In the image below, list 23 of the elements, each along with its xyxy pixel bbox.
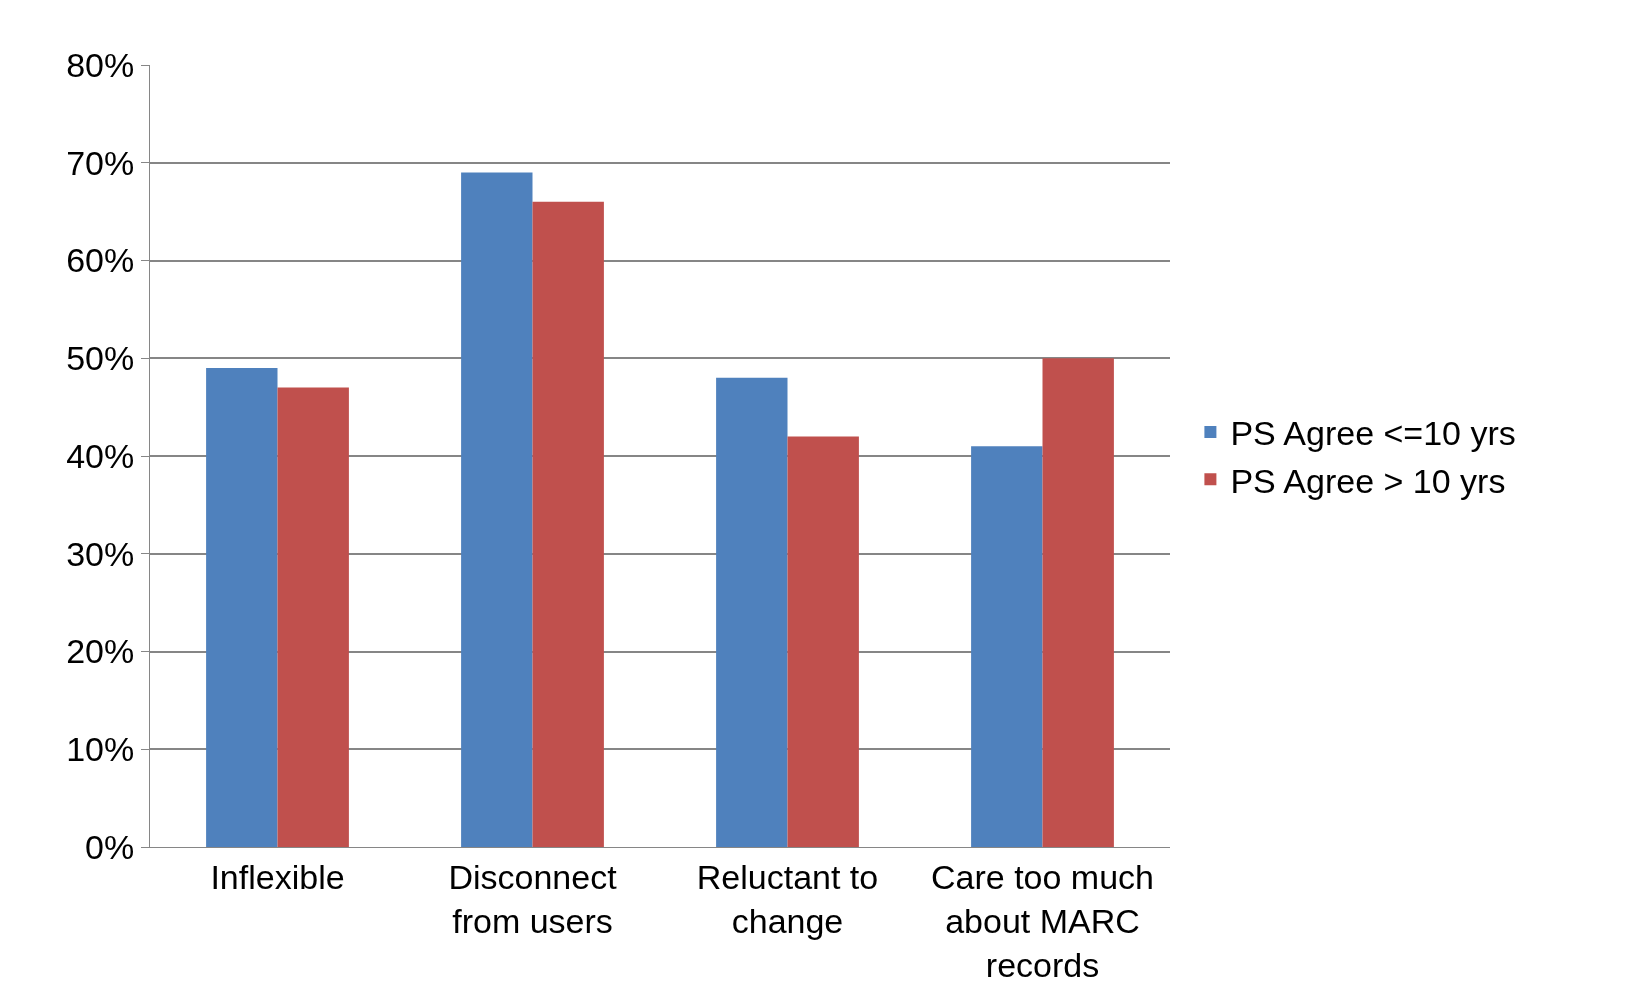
x-tick-label: Inflexible	[210, 857, 345, 896]
x-tick-label: Reluctant to change	[696, 857, 879, 940]
legend-label: PS Agree <=10 yrs	[1230, 414, 1516, 453]
y-tick-label: 10%	[66, 730, 135, 769]
bar	[716, 377, 788, 847]
y-tick-label: 30%	[66, 534, 135, 573]
x-tick-label: Care too much about MARC records	[931, 857, 1154, 985]
bar	[971, 446, 1043, 847]
bar	[206, 368, 278, 847]
legend-label: PS Agree > 10 yrs	[1230, 461, 1506, 500]
y-tick-label: 80%	[66, 45, 135, 84]
y-tick-label: 70%	[66, 143, 135, 182]
y-tick-label: 0%	[85, 827, 135, 866]
y-tick-label: 40%	[66, 436, 135, 475]
x-tick-label: Disconnect from users	[448, 857, 618, 940]
bar	[277, 387, 349, 847]
y-tick-label: 60%	[66, 241, 135, 280]
bar	[532, 201, 604, 847]
bar	[1042, 358, 1114, 847]
y-tick-label: 50%	[66, 339, 135, 378]
bar	[787, 436, 859, 847]
y-tick-label: 20%	[66, 632, 135, 671]
bar	[461, 172, 533, 847]
